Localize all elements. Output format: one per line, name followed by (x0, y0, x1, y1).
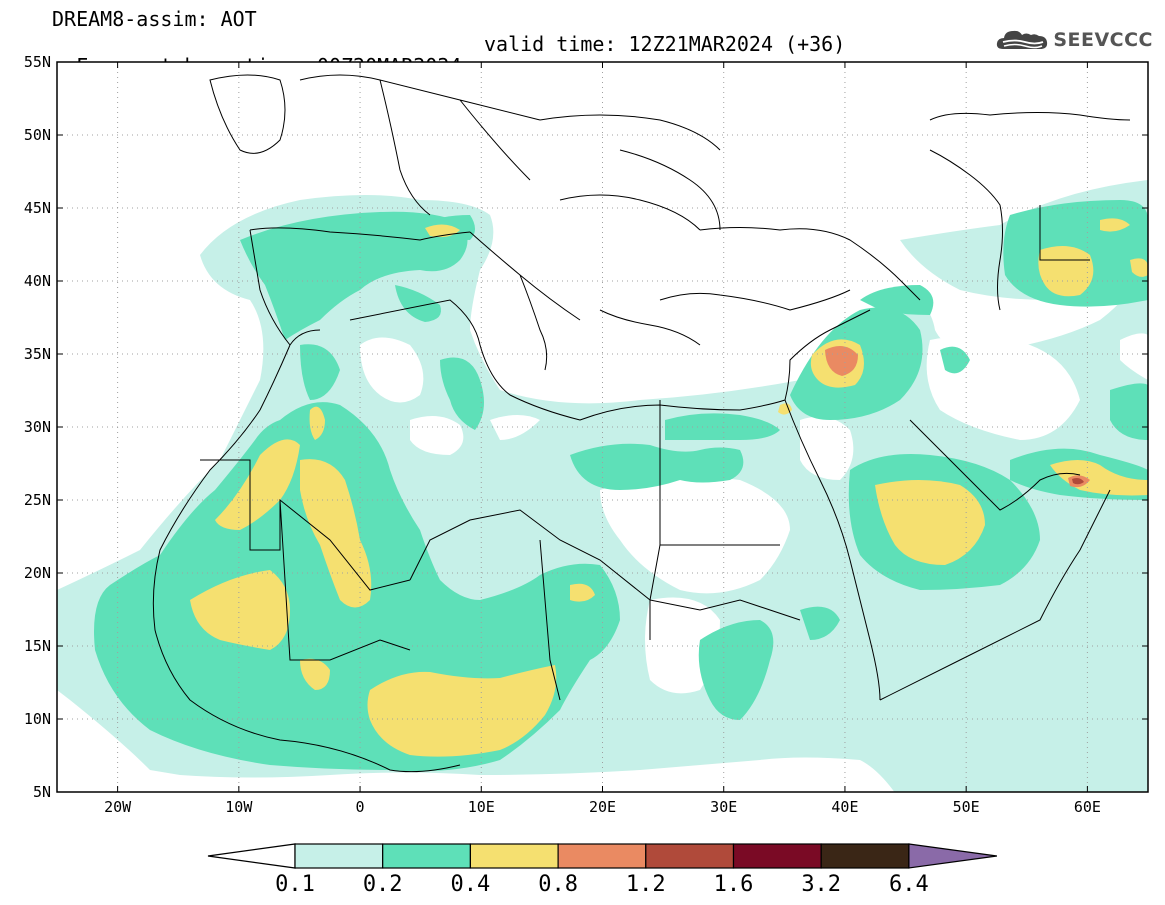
lat-tick-label: 50N (24, 126, 51, 144)
valid-time: valid time: 12Z21MAR2024 (+36) (484, 32, 846, 56)
colorbar-box (382, 843, 472, 869)
colorbar-under-arrow (207, 843, 296, 869)
lon-tick-label: 60E (1074, 798, 1101, 816)
colorbar-box (732, 843, 822, 869)
lat-tick-label: 30N (24, 418, 51, 436)
colorbar-box (294, 843, 384, 869)
lon-tick-label: 20E (589, 798, 616, 816)
lon-tick-label: 10E (468, 798, 495, 816)
lon-tick-label: 10W (225, 798, 253, 816)
colorbar (207, 843, 997, 869)
colorbar-box (645, 843, 735, 869)
lat-tick-label: 5N (33, 783, 51, 801)
lon-tick-label: 30E (710, 798, 737, 816)
map-gridlines (57, 62, 1148, 792)
lat-tick-label: 25N (24, 491, 51, 509)
lon-tick-label: 0 (356, 798, 365, 816)
seevccc-logo: SEEVCCC (995, 26, 1153, 54)
lat-tick-label: 20N (24, 564, 51, 582)
latitude-axis: 5N 10N 15N 20N 25N 30N 35N 40N 45N 50N 55N (24, 53, 1148, 801)
aot-level-1-2 (1072, 478, 1084, 485)
longitude-axis: 20W 10W 0 10E 20E 30E 40E 50E 60E (104, 62, 1101, 816)
colorbar-level-label: 1.2 (625, 872, 666, 897)
colorbar-level-label: 0.8 (538, 872, 578, 897)
colorbar-level-label: 1.6 (713, 872, 754, 897)
lon-tick-label: 40E (831, 798, 858, 816)
lat-tick-label: 10N (24, 710, 51, 728)
colorbar-level-label: 3.2 (801, 872, 842, 897)
colorbar-box (469, 843, 559, 869)
cloud-icon (997, 30, 1048, 49)
colorbar-box (820, 843, 910, 869)
lon-tick-label: 20W (104, 798, 132, 816)
lon-tick-label: 50E (953, 798, 980, 816)
lat-tick-label: 45N (24, 199, 51, 217)
lat-tick-label: 40N (24, 272, 51, 290)
lat-tick-label: 55N (24, 53, 51, 71)
colorbar-level-label: 0.1 (275, 872, 315, 897)
colorbar-box (557, 843, 647, 869)
colorbar-over-arrow (908, 843, 997, 869)
colorbar-level-label: 0.2 (362, 872, 403, 897)
logo-text: SEEVCCC (1053, 29, 1153, 51)
colorbar-level-label: 0.4 (450, 872, 491, 897)
lat-tick-label: 35N (24, 345, 51, 363)
colorbar-level-label: 6.4 (889, 872, 929, 897)
title-line-1: DREAM8-assim: AOT (52, 7, 257, 31)
coastlines (152, 74, 1131, 773)
lat-tick-label: 15N (24, 637, 51, 655)
